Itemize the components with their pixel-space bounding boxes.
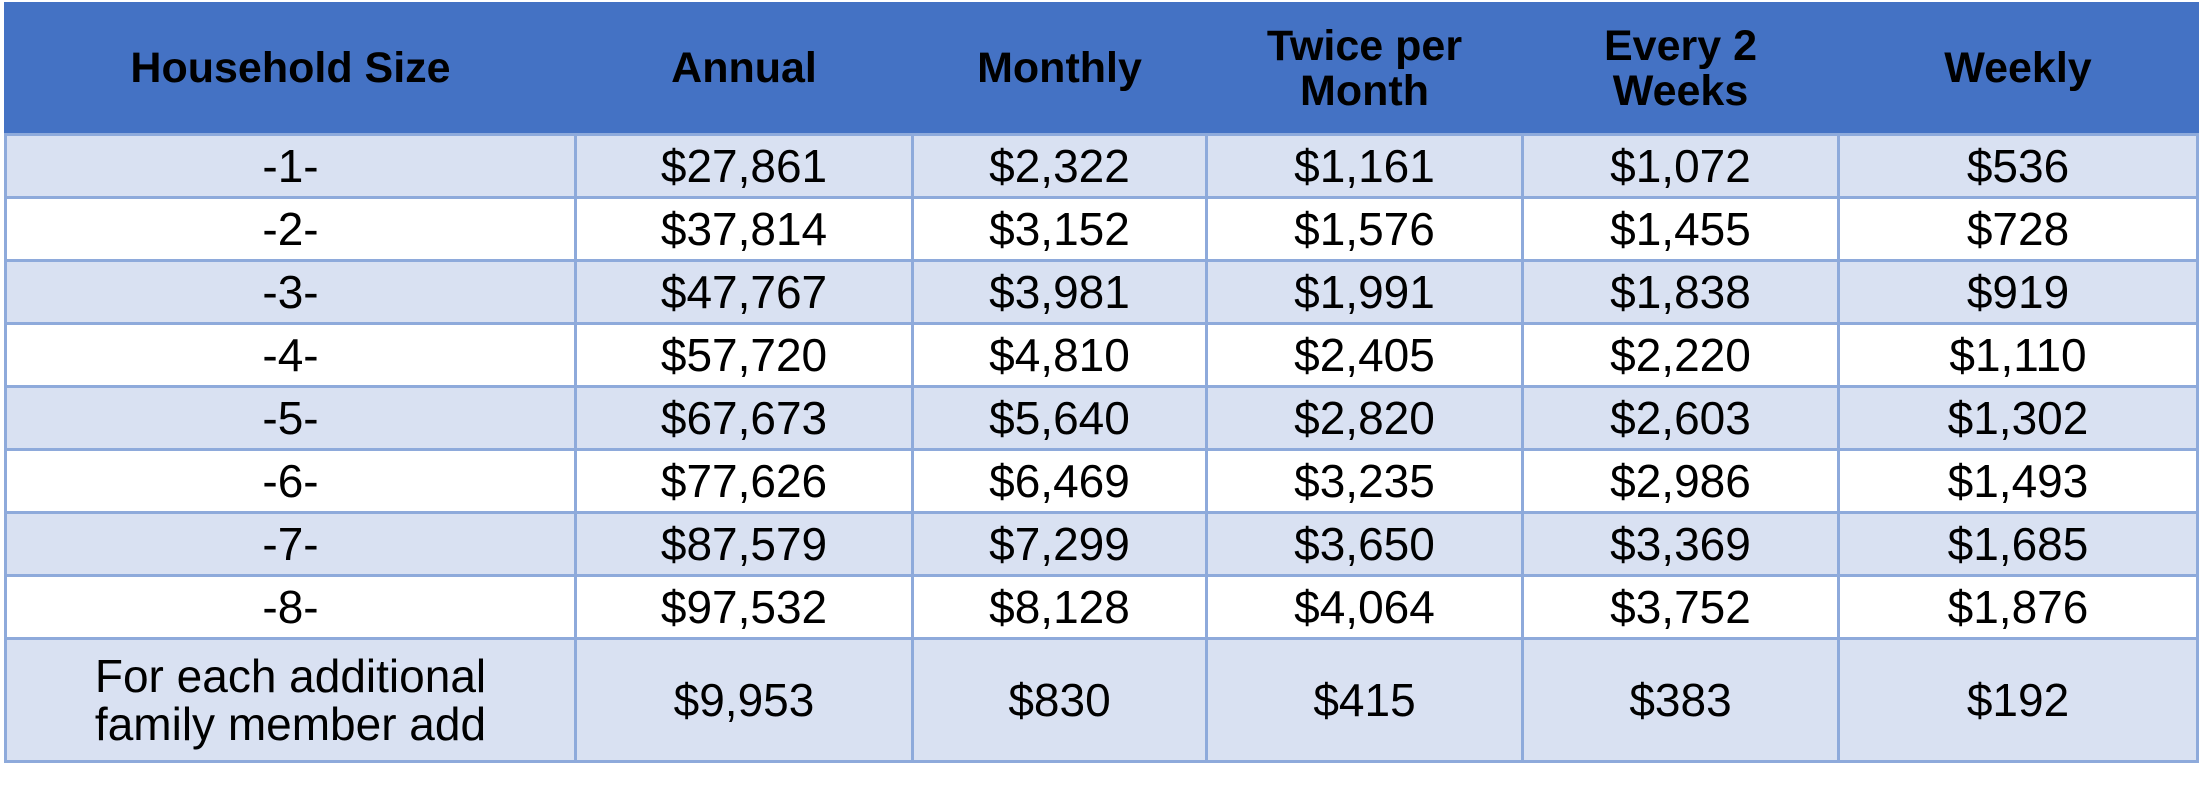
table-cell: $3,752 [1521,574,1840,640]
row-label: -8- [4,574,577,640]
table-cell: $2,405 [1205,322,1524,388]
row-label: For each additional family member add [4,637,577,763]
header-row: Household Size Annual Monthly Twice per Mon… [4,2,2199,136]
row-label: -6- [4,448,577,514]
table-row: -1- $27,861 $2,322 $1,161 $1,072 $536 [4,133,2199,199]
table-cell: $67,673 [574,385,914,451]
table-row: -4- $57,720 $4,810 $2,405 $2,220 $1,110 [4,322,2199,388]
table-body: -1- $27,861 $2,322 $1,161 $1,072 $536 -2- $37,8… [4,133,2199,763]
table-cell: $536 [1837,133,2199,199]
table-cell: $728 [1837,196,2199,262]
table-cell: $1,685 [1837,511,2199,577]
header-cell: Monthly [911,2,1208,136]
table-cell: $2,603 [1521,385,1840,451]
table-cell: $1,161 [1205,133,1524,199]
table-cell: $4,810 [911,322,1208,388]
table-row: -8- $97,532 $8,128 $4,064 $3,752 $1,876 [4,574,2199,640]
row-label: -3- [4,259,577,325]
table-cell: $2,986 [1521,448,1840,514]
header-cell: Weekly [1837,2,2199,136]
row-label: -1- [4,133,577,199]
table-row: -2- $37,814 $3,152 $1,576 $1,455 $728 [4,196,2199,262]
table-cell: $1,876 [1837,574,2199,640]
table-cell: $1,838 [1521,259,1840,325]
table-cell: $415 [1205,637,1524,763]
table-cell: $87,579 [574,511,914,577]
table-cell: $830 [911,637,1208,763]
table-cell: $919 [1837,259,2199,325]
table-cell: $2,220 [1521,322,1840,388]
table-cell: $27,861 [574,133,914,199]
table-cell: $1,455 [1521,196,1840,262]
table-cell: $57,720 [574,322,914,388]
header-cell: Twice per Month [1205,2,1524,136]
table-cell: $3,152 [911,196,1208,262]
table-row: For each additional family member add $9,… [4,637,2199,763]
table-row: -7- $87,579 $7,299 $3,650 $3,369 $1,685 [4,511,2199,577]
table-row: -5- $67,673 $5,640 $2,820 $2,603 $1,302 [4,385,2199,451]
table-cell: $192 [1837,637,2199,763]
table-row: -3- $47,767 $3,981 $1,991 $1,838 $919 [4,259,2199,325]
row-label: -5- [4,385,577,451]
table-cell: $77,626 [574,448,914,514]
table-cell: $1,576 [1205,196,1524,262]
table-cell: $37,814 [574,196,914,262]
table-cell: $1,302 [1837,385,2199,451]
header-cell: Annual [574,2,914,136]
table-cell: $3,369 [1521,511,1840,577]
row-label: -7- [4,511,577,577]
table-cell: $7,299 [911,511,1208,577]
table-cell: $2,322 [911,133,1208,199]
table-cell: $1,072 [1521,133,1840,199]
table-row: -6- $77,626 $6,469 $3,235 $2,986 $1,493 [4,448,2199,514]
table-cell: $6,469 [911,448,1208,514]
table-cell: $1,991 [1205,259,1524,325]
table-cell: $3,235 [1205,448,1524,514]
row-label: -4- [4,322,577,388]
income-table: Household Size Annual Monthly Twice per Mon… [4,2,2199,763]
table-cell: $1,110 [1837,322,2199,388]
table-cell: $9,953 [574,637,914,763]
table-cell: $97,532 [574,574,914,640]
table-cell: $4,064 [1205,574,1524,640]
header-cell: Every 2 Weeks [1521,2,1840,136]
row-label: -2- [4,196,577,262]
table-cell: $383 [1521,637,1840,763]
table-cell: $8,128 [911,574,1208,640]
table-cell: $47,767 [574,259,914,325]
table-cell: $1,493 [1837,448,2199,514]
table-cell: $5,640 [911,385,1208,451]
table-cell: $3,650 [1205,511,1524,577]
table-cell: $3,981 [911,259,1208,325]
header-cell: Household Size [4,2,577,136]
table-cell: $2,820 [1205,385,1524,451]
